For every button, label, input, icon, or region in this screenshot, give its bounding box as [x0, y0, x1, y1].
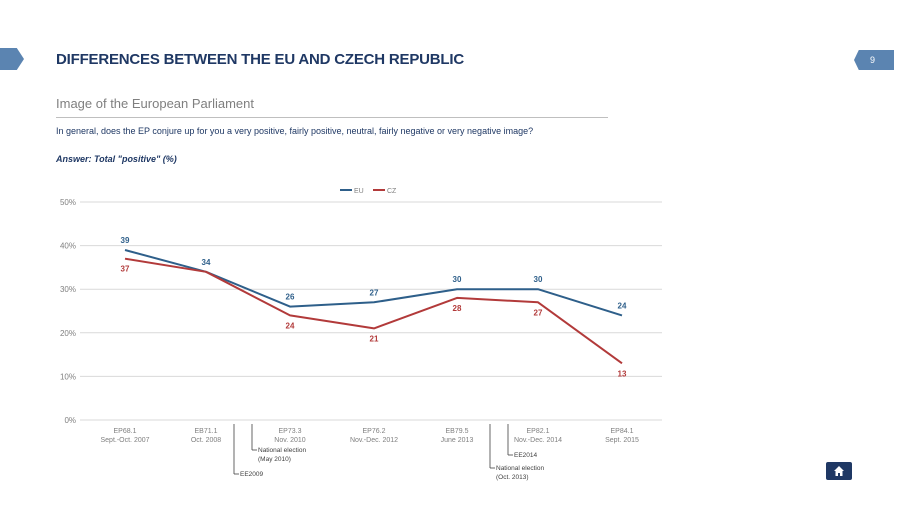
x-tick-label: EB71.1	[195, 428, 218, 435]
data-label-cz: 28	[453, 304, 462, 313]
annotation-label: EE2009	[240, 471, 264, 478]
x-tick-label: EP84.1	[611, 428, 634, 435]
data-label-eu: 30	[453, 275, 462, 284]
subtitle-divider	[56, 117, 608, 118]
y-tick-label: 0%	[64, 416, 76, 425]
data-label-eu: 30	[534, 275, 543, 284]
home-icon	[834, 466, 844, 476]
annotation-label: EE2014	[514, 452, 538, 459]
home-button[interactable]	[826, 462, 852, 480]
page-number: 9	[854, 50, 894, 70]
x-tick-label: June 2013	[441, 437, 474, 444]
data-label-cz: 13	[618, 369, 627, 378]
answer-label: Answer: Total "positive" (%)	[56, 154, 177, 164]
x-tick-label: Nov.-Dec. 2012	[350, 437, 398, 444]
data-label-cz: 37	[121, 265, 130, 274]
annotation-label: (Oct. 2013)	[496, 474, 529, 481]
series-line-eu	[124, 249, 623, 317]
data-label-eu: 26	[286, 293, 295, 302]
series-line-cz	[124, 257, 623, 365]
x-tick-label: Sept.-Oct. 2007	[100, 437, 149, 444]
y-tick-label: 40%	[60, 242, 76, 251]
legend-label: CZ	[387, 188, 397, 195]
x-tick-label: Sept. 2015	[605, 437, 639, 444]
x-tick-label: EP68.1	[114, 428, 137, 435]
x-tick-label: Nov. 2010	[274, 437, 305, 444]
annotation-label: National election	[496, 465, 544, 472]
data-label-cz: 27	[534, 308, 543, 317]
y-tick-label: 30%	[60, 285, 76, 294]
page-title: DIFFERENCES BETWEEN THE EU AND CZECH REP…	[56, 51, 464, 68]
data-label-eu: 34	[202, 258, 211, 267]
legend-label: EU	[354, 188, 364, 195]
data-label-eu: 24	[618, 301, 627, 310]
y-tick-label: 50%	[60, 198, 76, 207]
x-tick-label: EP73.3	[279, 428, 302, 435]
survey-question: In general, does the EP conjure up for y…	[56, 126, 534, 136]
annotation-label: (May 2010)	[258, 456, 291, 463]
data-label-cz: 21	[370, 334, 379, 343]
data-label-eu: 27	[370, 288, 379, 297]
annotation-label: National election	[258, 447, 306, 454]
data-label-eu: 39	[121, 236, 130, 245]
section-subtitle: Image of the European Parliament	[56, 96, 255, 111]
x-tick-label: EP82.1	[527, 428, 550, 435]
x-tick-label: Nov.-Dec. 2014	[514, 437, 562, 444]
x-tick-label: Oct. 2008	[191, 437, 221, 444]
data-label-cz: 24	[286, 321, 295, 330]
section-marker	[0, 48, 24, 70]
y-tick-label: 10%	[60, 372, 76, 381]
x-tick-label: EP76.2	[363, 428, 386, 435]
x-tick-label: EB79.5	[446, 428, 469, 435]
y-tick-label: 20%	[60, 329, 76, 338]
